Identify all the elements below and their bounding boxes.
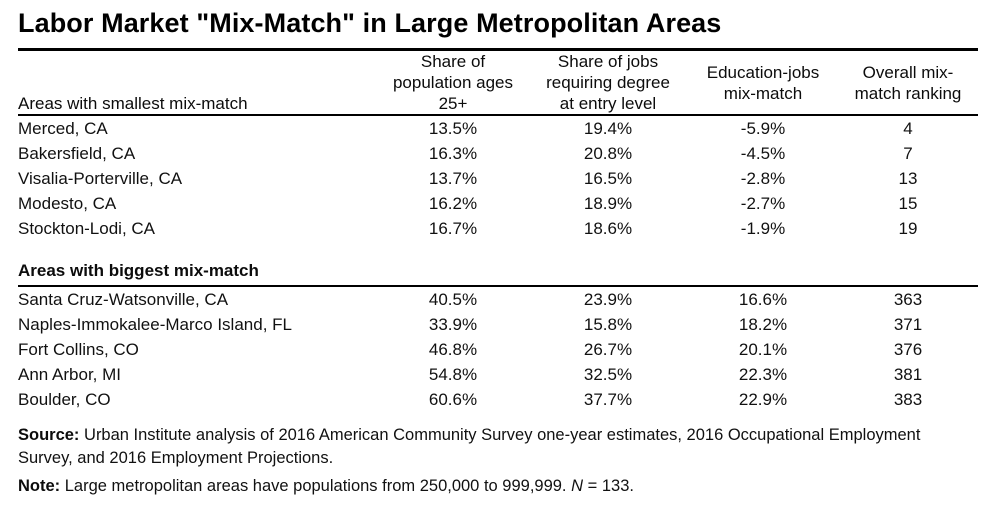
value-cell: 20.1% <box>738 339 788 359</box>
area-cell: Boulder, CO <box>18 389 111 409</box>
value-cell: -2.7% <box>740 193 786 213</box>
table-row: Fort Collins, CO 46.8% 26.7% 20.1% 376 <box>18 337 978 362</box>
rank-cell: 13 <box>898 168 918 188</box>
area-cell: Ann Arbor, MI <box>18 364 121 384</box>
value-cell: -4.5% <box>740 143 786 163</box>
area-cell: Merced, CA <box>18 118 108 138</box>
header-education-jobs-mix-match: Education-jobs mix-match <box>688 51 838 116</box>
rank-cell: 371 <box>893 314 923 334</box>
table-row: Santa Cruz-Watsonville, CA 40.5% 23.9% 1… <box>18 286 978 312</box>
rank-cell: 15 <box>898 193 918 213</box>
rank-cell: 7 <box>903 143 913 163</box>
note-text: Large metropolitan areas have population… <box>60 477 572 495</box>
rank-cell: 19 <box>898 218 918 238</box>
value-cell: 13.5% <box>428 118 478 138</box>
section-label-smallest: Areas with smallest mix-match <box>18 51 378 116</box>
note-tail: = 133. <box>583 477 634 495</box>
source-label: Source: <box>18 426 80 444</box>
value-cell: 16.3% <box>428 143 478 163</box>
rank-cell: 4 <box>903 118 913 138</box>
footnotes: Source: Urban Institute analysis of 2016… <box>18 424 978 498</box>
value-cell: -5.9% <box>740 118 786 138</box>
note-n-symbol: N <box>571 477 584 495</box>
value-cell: 16.7% <box>428 218 478 238</box>
header-share-jobs: Share of jobs requiring degree at entry … <box>528 51 688 116</box>
value-cell: 32.5% <box>583 364 633 384</box>
section-header-biggest: Areas with biggest mix-match <box>18 255 978 287</box>
table-header: Areas with smallest mix-match Share of p… <box>18 51 978 116</box>
value-cell: 22.9% <box>738 389 788 409</box>
header-row: Areas with smallest mix-match Share of p… <box>18 51 978 116</box>
area-cell: Fort Collins, CO <box>18 339 139 359</box>
rank-cell: 383 <box>893 389 923 409</box>
value-cell: 54.8% <box>428 364 478 384</box>
value-cell: 20.8% <box>583 143 633 163</box>
note-label: Note: <box>18 477 61 495</box>
value-cell: 26.7% <box>583 339 633 359</box>
value-cell: 22.3% <box>738 364 788 384</box>
value-cell: 46.8% <box>428 339 478 359</box>
value-cell: -2.8% <box>740 168 786 188</box>
value-cell: 13.7% <box>428 168 478 188</box>
value-cell: 23.9% <box>583 289 633 309</box>
area-cell: Bakersfield, CA <box>18 143 136 163</box>
value-cell: 40.5% <box>428 289 478 309</box>
table-row: Stockton-Lodi, CA 16.7% 18.6% -1.9% 19 <box>18 216 978 241</box>
area-cell: Visalia-Porterville, CA <box>18 168 183 188</box>
value-cell: 18.6% <box>583 218 633 238</box>
table-row: Ann Arbor, MI 54.8% 32.5% 22.3% 381 <box>18 362 978 387</box>
rank-cell: 376 <box>893 339 923 359</box>
header-overall-ranking: Overall mix-match ranking <box>838 51 978 116</box>
value-cell: 19.4% <box>583 118 633 138</box>
area-cell: Stockton-Lodi, CA <box>18 218 156 238</box>
value-cell: 33.9% <box>428 314 478 334</box>
value-cell: 18.9% <box>583 193 633 213</box>
rank-cell: 381 <box>893 364 923 384</box>
table-row: Modesto, CA 16.2% 18.9% -2.7% 15 <box>18 191 978 216</box>
header-share-population: Share of population ages 25+ <box>378 51 528 116</box>
table-row: Visalia-Porterville, CA 13.7% 16.5% -2.8… <box>18 166 978 191</box>
section-spacer <box>18 241 978 255</box>
table-body: Merced, CA 13.5% 19.4% -5.9% 4 Bakersfie… <box>18 115 978 412</box>
figure-title: Labor Market "Mix-Match" in Large Metrop… <box>18 8 978 51</box>
table-row: Bakersfield, CA 16.3% 20.8% -4.5% 7 <box>18 141 978 166</box>
table-row: Naples-Immokalee-Marco Island, FL 33.9% … <box>18 312 978 337</box>
source-note: Source: Urban Institute analysis of 2016… <box>18 424 978 470</box>
rank-cell: 363 <box>893 289 923 309</box>
value-cell: 16.2% <box>428 193 478 213</box>
value-cell: 18.2% <box>738 314 788 334</box>
mix-match-table: Areas with smallest mix-match Share of p… <box>18 51 978 412</box>
area-cell: Santa Cruz-Watsonville, CA <box>18 289 229 309</box>
value-cell: 16.6% <box>738 289 788 309</box>
value-cell: -1.9% <box>740 218 786 238</box>
value-cell: 15.8% <box>583 314 633 334</box>
area-cell: Modesto, CA <box>18 193 117 213</box>
table-row: Boulder, CO 60.6% 37.7% 22.9% 383 <box>18 387 978 412</box>
source-text: Urban Institute analysis of 2016 America… <box>18 426 921 467</box>
section-label-biggest: Areas with biggest mix-match <box>18 255 978 287</box>
value-cell: 16.5% <box>583 168 633 188</box>
table-row: Merced, CA 13.5% 19.4% -5.9% 4 <box>18 115 978 141</box>
area-cell: Naples-Immokalee-Marco Island, FL <box>18 314 292 334</box>
value-cell: 37.7% <box>583 389 633 409</box>
value-cell: 60.6% <box>428 389 478 409</box>
note: Note: Large metropolitan areas have popu… <box>18 475 978 498</box>
